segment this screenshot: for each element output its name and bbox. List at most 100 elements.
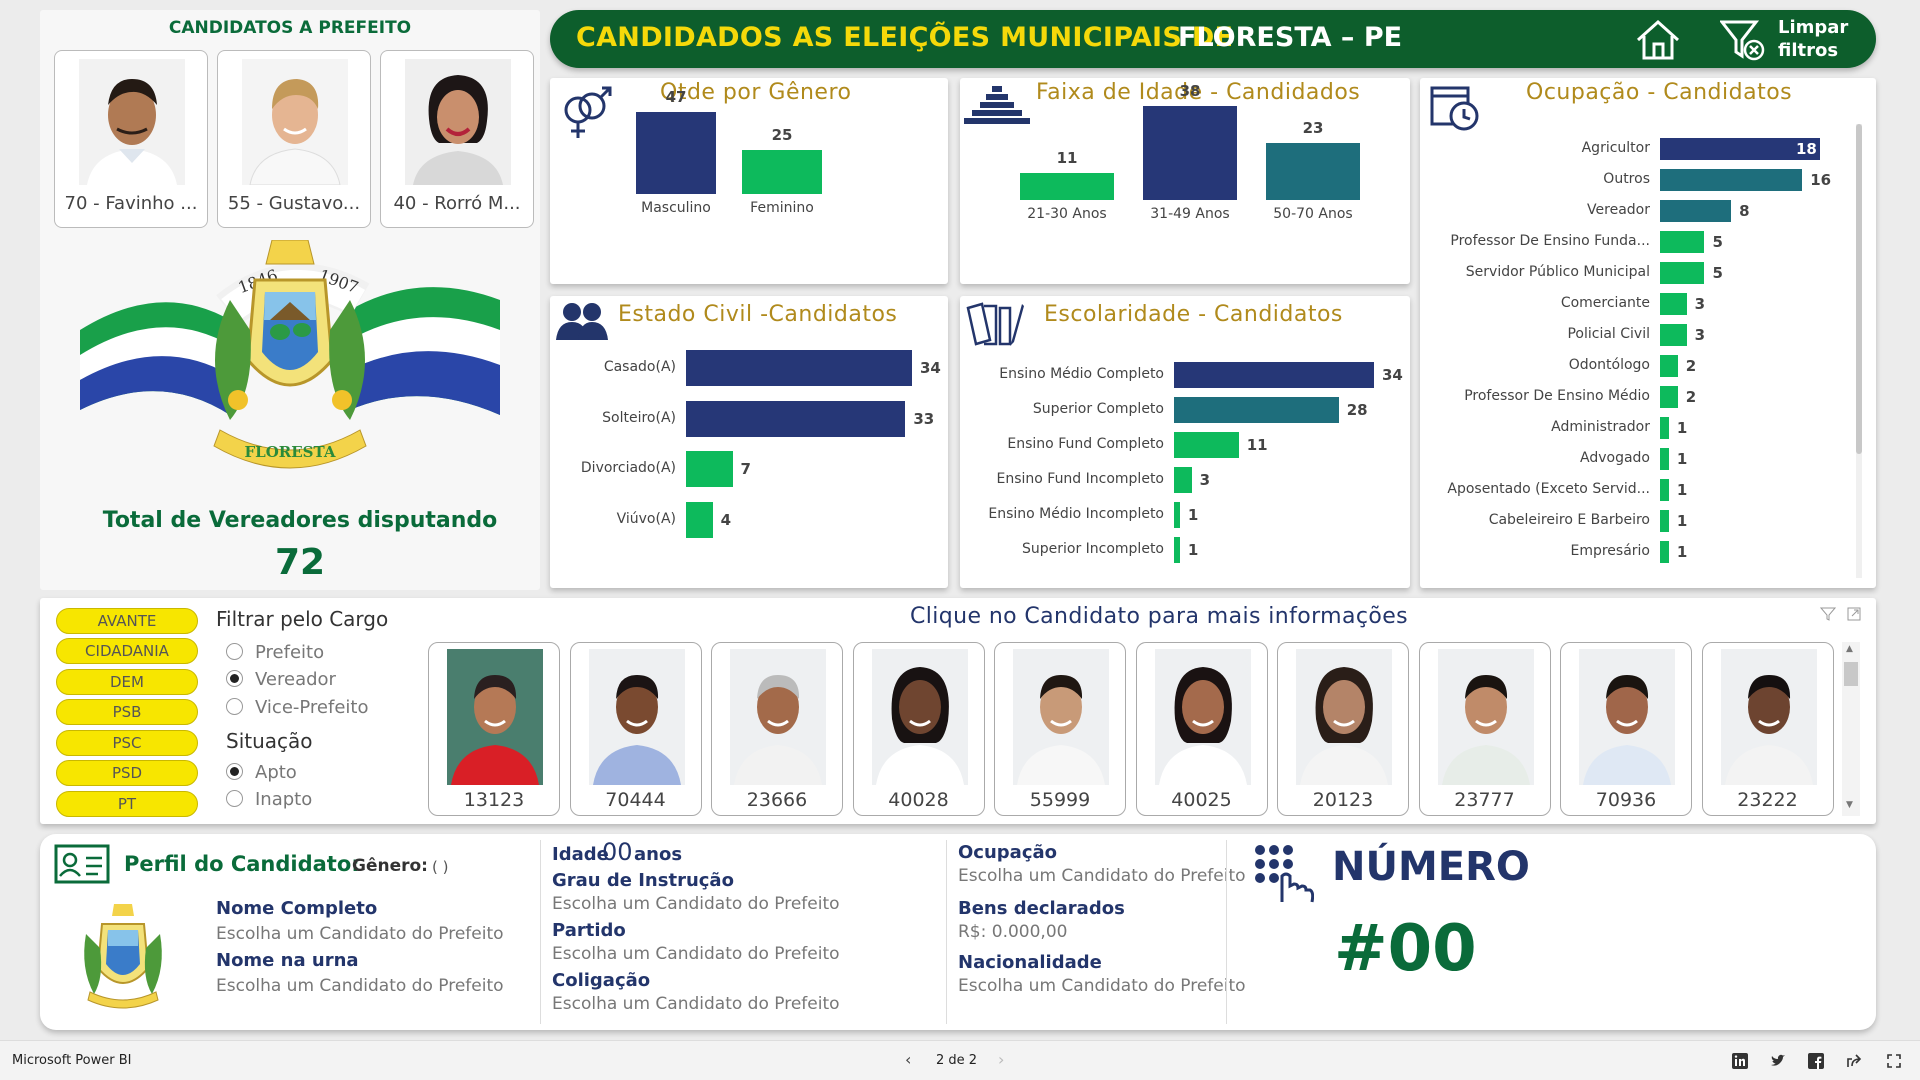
situacao-option-inapto[interactable]: Inapto <box>226 789 312 810</box>
divider <box>540 840 541 1024</box>
cargo-option-vereador[interactable]: Vereador <box>226 669 336 690</box>
chart-data-label: 16 <box>1810 171 1832 189</box>
facebook-icon[interactable] <box>1808 1053 1824 1069</box>
chart-data-label: 11 <box>1056 148 1078 167</box>
chart-category-label: Agricultor <box>1581 140 1650 156</box>
party-filter-button[interactable]: PT <box>56 791 198 817</box>
chart-escolaridade: Escolaridade - Candidatos Ensino Médio C… <box>960 296 1410 588</box>
candidate-number: 70936 <box>1595 789 1657 811</box>
report-canvas: CANDIDATOS A PREFEITO 70 - Favinho ... 5… <box>40 10 1876 1030</box>
divider <box>1226 840 1227 1024</box>
chart-data-label: 38 <box>1179 82 1201 100</box>
chart-data-label: 1 <box>1187 541 1199 559</box>
party-filter-button[interactable]: AVANTE <box>56 608 198 634</box>
candidate-list-hint: Clique no Candidato para mais informaçõe… <box>910 604 1409 629</box>
candidate-card[interactable]: 23222 <box>1701 642 1834 816</box>
chart-bar <box>1660 200 1732 222</box>
cargo-option-prefeito[interactable]: Prefeito <box>226 642 324 663</box>
candidate-card[interactable]: 13123 <box>428 642 560 816</box>
candidate-number: 20123 <box>1312 789 1374 811</box>
mayor-card[interactable]: 55 - Gustavo... <box>217 50 371 228</box>
divider <box>946 840 947 1024</box>
chart-category-label: Ensino Médio Incompleto <box>988 506 1164 522</box>
cargo-option-vice-prefeito[interactable]: Vice-Prefeito <box>226 697 368 718</box>
chart-category-label: Professor De Ensino Funda... <box>1450 233 1650 249</box>
party-filter-button[interactable]: CIDADANIA <box>56 638 198 664</box>
mayor-card[interactable]: 40 - Rorró M... <box>380 50 534 228</box>
coligacao-value: Escolha um Candidato do Prefeito <box>552 994 840 1014</box>
candidate-photo <box>871 649 968 785</box>
candidate-profile-panel: Perfil do Candidato: Gênero: ( ) Nome Co… <box>40 834 1876 1030</box>
nome-completo-label: Nome Completo <box>216 898 378 919</box>
scrollbar-thumb[interactable] <box>1844 662 1858 686</box>
chart-category-label: Odontólogo <box>1568 357 1650 373</box>
mayor-card-label: 55 - Gustavo... <box>227 193 361 214</box>
candidate-card[interactable]: 20123 <box>1277 642 1409 816</box>
next-page-icon[interactable]: › <box>998 1050 1005 1069</box>
fullscreen-icon[interactable] <box>1886 1053 1902 1069</box>
mayor-card[interactable]: 70 - Favinho ... <box>54 50 208 228</box>
chart-bar <box>1174 537 1180 563</box>
party-filter-button[interactable]: DEM <box>56 669 198 695</box>
chart-data-label: 2 <box>1685 357 1697 375</box>
candidate-scrollbar[interactable]: ▲ ▼ <box>1842 642 1860 816</box>
scroll-down-icon[interactable]: ▼ <box>1846 800 1853 810</box>
mayor-panel-title: CANDIDATOS A PREFEITO <box>168 18 412 38</box>
chart-data-label: 34 <box>1382 366 1403 384</box>
chart-title: Faixa de Idade - Candidados <box>1036 80 1361 105</box>
situacao-option-apto[interactable]: Apto <box>226 762 297 783</box>
twitter-icon[interactable] <box>1770 1053 1786 1069</box>
radio-unchecked-icon <box>226 643 243 660</box>
chart-title: Ocupação - Candidatos <box>1526 80 1793 105</box>
chart-category-label: Comerciante <box>1560 295 1650 311</box>
chart-title: Qtde por Gênero <box>660 80 852 105</box>
candidate-card[interactable]: 23777 <box>1418 642 1551 816</box>
chart-bar <box>1660 355 1678 377</box>
candidate-card[interactable]: 40025 <box>1135 642 1268 816</box>
prev-page-icon[interactable]: ‹ <box>905 1050 912 1069</box>
chart-scrollbar[interactable] <box>1856 124 1862 578</box>
gender-icon <box>564 86 612 138</box>
chart-data-label: 1 <box>1676 419 1688 437</box>
chart-data-label: 3 <box>1694 295 1706 313</box>
floresta-emblem-small <box>84 904 162 1009</box>
chart-data-label: 25 <box>771 126 793 145</box>
clear-filters-button[interactable]: Limpar filtros <box>1778 16 1848 62</box>
radio-checked-icon <box>226 670 243 687</box>
scroll-up-icon[interactable]: ▲ <box>1846 644 1853 654</box>
linkedin-icon[interactable] <box>1732 1053 1748 1069</box>
id-card-icon <box>54 844 110 884</box>
candidate-card[interactable]: 55999 <box>994 642 1126 816</box>
candidate-card[interactable]: 40028 <box>852 642 985 816</box>
chart-category-label: Feminino <box>750 200 814 216</box>
chart-data-label: 18 <box>1796 140 1817 158</box>
party-filter-button[interactable]: PSD <box>56 760 198 786</box>
candidate-card[interactable]: 70444 <box>569 642 702 816</box>
chart-bar <box>686 400 906 437</box>
filter-icon[interactable] <box>1820 606 1836 622</box>
chart-data-label: 3 <box>1199 471 1211 489</box>
nome-urna-label: Nome na urna <box>216 950 359 971</box>
chart-bar <box>636 112 716 194</box>
chart-category-label: Divorciado(A) <box>580 460 676 476</box>
chart-category-label: Superior Completo <box>1032 401 1164 417</box>
share-icon[interactable] <box>1846 1053 1862 1069</box>
chart-data-label: 1 <box>1676 543 1688 561</box>
focus-mode-icon[interactable] <box>1846 606 1862 622</box>
radio-checked-icon <box>226 763 243 780</box>
nacionalidade-value: Escolha um Candidato do Prefeito <box>958 976 1246 996</box>
party-filter-button[interactable]: PSB <box>56 699 198 725</box>
party-filter-button[interactable]: PSC <box>56 730 198 756</box>
chart-data-label: 11 <box>1246 436 1268 454</box>
chart-bar <box>1660 169 1803 191</box>
candidate-card[interactable]: 23666 <box>711 642 843 816</box>
chart-category-label: Solteiro(A) <box>602 409 676 426</box>
home-icon[interactable] <box>1634 18 1682 62</box>
clear-filter-icon[interactable] <box>1720 18 1766 62</box>
chart-category-label: Masculino <box>641 200 711 216</box>
radio-label: Vereador <box>255 669 336 690</box>
candidate-card[interactable]: 70936 <box>1560 642 1692 816</box>
candidate-photo <box>1013 649 1109 785</box>
nome-urna-value: Escolha um Candidato do Prefeito <box>216 976 504 996</box>
scrollbar-thumb[interactable] <box>1856 124 1862 454</box>
